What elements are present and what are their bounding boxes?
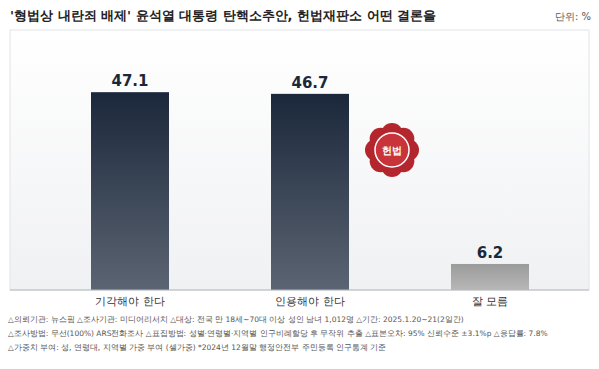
emblem: 헌법 bbox=[365, 123, 419, 177]
baseline bbox=[10, 290, 589, 291]
category-label: 잘 모름 bbox=[472, 295, 509, 308]
data-label: 6.2 bbox=[477, 244, 504, 262]
data-label: 47.1 bbox=[111, 72, 148, 90]
bar bbox=[271, 94, 349, 290]
labels: 47.1 기각해야 한다 46.7 인용해야 한다 6.2 잘 모름 bbox=[95, 72, 508, 308]
emblem-label: 헌법 bbox=[382, 145, 402, 156]
plot-frame bbox=[10, 30, 589, 290]
bar bbox=[451, 264, 529, 290]
chart: '형법상 내란죄 배제' 윤석열 대통령 탄핵소추안, 헌법재판소 어떤 결론을… bbox=[0, 0, 599, 369]
bar bbox=[91, 92, 169, 290]
note: △의뢰기관: 뉴스핌 △조사기관: 미디어리서치 △대상: 전국 만 18세~7… bbox=[8, 315, 464, 324]
unit-label: 단위: % bbox=[555, 11, 591, 22]
data-label: 46.7 bbox=[291, 74, 328, 92]
emblem-core bbox=[375, 133, 409, 167]
bars bbox=[91, 92, 529, 290]
category-label: 인용해야 한다 bbox=[275, 295, 345, 308]
note: △가중치 부여: 성, 연령대, 지역별 가중 부여 (셀가중) *2024년 … bbox=[8, 343, 386, 352]
note: △조사방법: 무선(100%) ARS전화조사 △표집방법: 성별·연령별·지역… bbox=[8, 329, 548, 338]
category-label: 기각해야 한다 bbox=[95, 295, 165, 308]
title: '형법상 내란죄 배제' 윤석열 대통령 탄핵소추안, 헌법재판소 어떤 결론을 bbox=[10, 8, 436, 23]
